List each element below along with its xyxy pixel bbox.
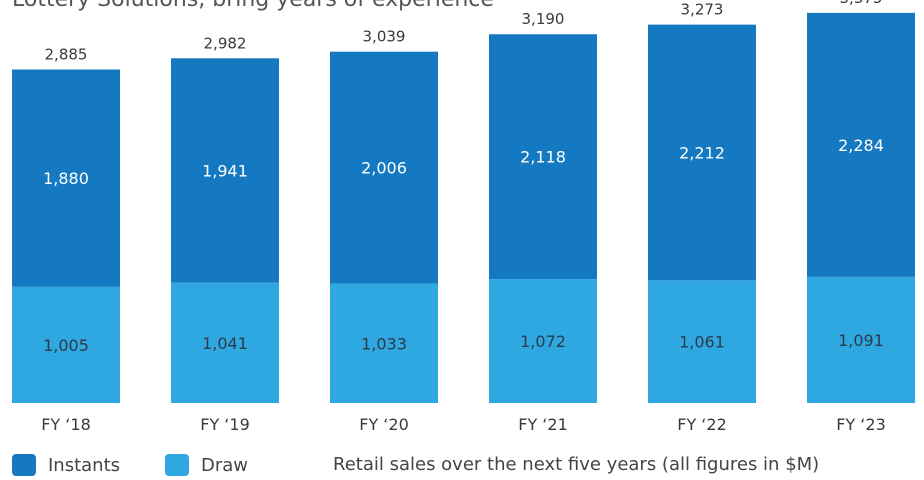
x-tick-label: FY ‘20 [359, 415, 409, 434]
chart-note: Retail sales over the next five years (a… [333, 454, 820, 475]
legend-label-draw: Draw [201, 454, 249, 476]
data-label-draw: 1,091 [838, 331, 884, 350]
data-label-draw: 1,072 [520, 332, 566, 351]
legend-swatch-draw [165, 454, 189, 476]
data-label-instants: 2,006 [361, 159, 407, 178]
x-tick-label: FY ‘19 [200, 415, 250, 434]
data-label-instants: 2,118 [520, 148, 566, 167]
bar-instants [12, 69, 120, 287]
data-label-total: 2,982 [204, 34, 247, 52]
bar-instants [330, 51, 438, 284]
bar-instants [171, 58, 279, 283]
data-label-total: 3,190 [522, 10, 565, 28]
bar-instants [807, 12, 915, 277]
stacked-bar-chart: 1,005 1,880 2,885 FY ‘18 1,041 1,941 2,982 FY ‘… [12, 0, 915, 434]
bar-draw [807, 276, 915, 403]
x-tick-label: FY ‘22 [677, 415, 727, 434]
data-label-instants: 1,880 [43, 169, 89, 188]
bar-draw [171, 282, 279, 403]
data-label-total: 3,273 [681, 1, 724, 19]
legend-swatch-instants [12, 454, 36, 476]
legend: Instants Draw Retail sales over the next… [0, 454, 924, 480]
chart-heading: Lottery Solutions, bring years of experi… [12, 0, 494, 12]
data-label-draw: 1,061 [679, 333, 725, 352]
data-label-draw: 1,005 [43, 336, 89, 355]
legend-item-draw: Draw [165, 454, 248, 476]
bar-draw [12, 286, 120, 403]
bar-instants [648, 24, 756, 281]
data-label-total: 3,039 [363, 28, 406, 46]
data-label-total: 2,885 [45, 45, 88, 63]
data-label-draw: 1,033 [361, 334, 407, 353]
bar-draw [648, 280, 756, 403]
data-label-instants: 2,284 [838, 136, 884, 155]
x-tick-label: FY ‘23 [836, 415, 886, 434]
data-label-total: 3,375 [840, 0, 883, 7]
legend-item-instants: Instants [12, 454, 120, 476]
legend-label-instants: Instants [48, 454, 121, 476]
data-label-instants: 1,941 [202, 161, 248, 180]
bar-instants [489, 34, 597, 280]
bar-draw [330, 283, 438, 403]
bar-draw [489, 279, 597, 403]
data-label-instants: 2,212 [679, 143, 725, 162]
x-tick-label: FY ‘18 [41, 415, 91, 434]
x-tick-label: FY ‘21 [518, 415, 568, 434]
data-label-draw: 1,041 [202, 334, 248, 353]
